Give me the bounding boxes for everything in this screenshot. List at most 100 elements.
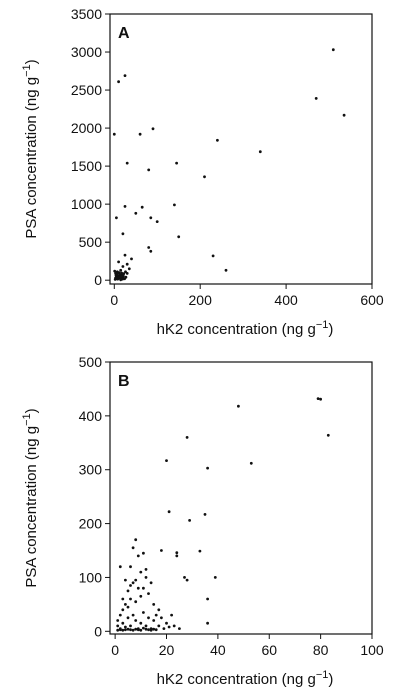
y-tick-label-a-2000: 2000 [71, 120, 102, 136]
data-point-b-58 [162, 627, 166, 630]
data-point-b-51 [144, 624, 148, 628]
xticks-a: 0 200 400 600 [110, 284, 384, 308]
data-point-b-28 [152, 603, 156, 606]
data-point-b-20 [134, 538, 138, 542]
data-point-a-51 [113, 269, 117, 273]
data-point-b-60 [167, 625, 171, 629]
data-point-b-86 [139, 570, 143, 574]
yticks-b: 0 100 200 300 400 500 [79, 354, 110, 639]
data-point-b-73 [139, 628, 143, 632]
data-point-b-87 [144, 568, 148, 571]
data-point-b-40 [116, 624, 120, 628]
data-point-b-80 [121, 597, 125, 601]
data-point-b-50 [142, 611, 145, 614]
y-tick-label-a-1000: 1000 [71, 196, 102, 212]
data-point-a-8 [151, 127, 155, 131]
data-point-b-10 [175, 551, 179, 555]
data-point-b-19 [160, 549, 163, 552]
x-tick-label-b-40: 40 [210, 642, 226, 658]
data-point-b-84 [118, 565, 122, 569]
data-point-a-18 [155, 220, 159, 224]
x-tick-label-a-600: 600 [360, 292, 384, 308]
y-tick-label-b-200: 200 [79, 516, 103, 532]
data-point-a-25 [147, 246, 151, 249]
data-point-b-59 [165, 621, 168, 625]
y-tick-label-a-500: 500 [79, 234, 103, 250]
data-point-a-12 [175, 161, 179, 165]
data-point-a-61 [114, 276, 117, 280]
data-point-b-15 [198, 549, 202, 553]
data-point-b-2 [237, 404, 240, 408]
data-point-b-56 [157, 624, 161, 628]
data-point-b-7 [165, 459, 168, 462]
data-point-b-74 [142, 626, 145, 630]
data-point-b-54 [152, 619, 156, 622]
data-point-b-33 [134, 600, 138, 604]
panel-label-a: A [118, 25, 130, 42]
data-point-b-42 [121, 621, 125, 625]
data-point-b-9 [188, 519, 192, 522]
data-point-b-18 [185, 578, 189, 582]
data-point-b-6 [249, 461, 253, 465]
y-tick-label-a-3000: 3000 [71, 44, 102, 60]
data-point-b-83 [134, 578, 138, 582]
data-point-a-33 [117, 260, 120, 264]
data-point-b-77 [149, 628, 153, 632]
data-point-a-13 [112, 132, 116, 136]
x-tick-label-b-80: 80 [313, 642, 329, 658]
data-point-b-17 [183, 576, 186, 579]
data-point-b-27 [149, 581, 153, 585]
data-point-b-43 [124, 625, 127, 629]
x-tick-label-b-100: 100 [360, 642, 384, 658]
data-point-a-7 [117, 80, 120, 84]
data-point-b-66 [121, 628, 125, 632]
data-point-b-47 [134, 619, 138, 622]
data-point-b-75 [144, 627, 148, 631]
data-point-b-31 [129, 597, 132, 601]
data-point-a-19 [173, 203, 176, 207]
data-point-b-81 [126, 605, 130, 609]
data-point-a-26 [149, 249, 153, 253]
data-point-b-55 [154, 613, 158, 617]
y-tick-label-a-0: 0 [94, 272, 102, 288]
data-point-b-13 [206, 621, 210, 625]
y-tick-label-a-2500: 2500 [71, 82, 102, 98]
data-point-b-62 [172, 624, 176, 628]
data-point-a-50 [121, 277, 124, 281]
data-point-b-30 [126, 589, 130, 593]
data-point-b-24 [142, 551, 145, 555]
data-point-b-29 [157, 608, 161, 612]
data-point-a-5 [203, 175, 206, 179]
data-point-b-65 [118, 628, 122, 632]
y-tick-label-b-0: 0 [94, 623, 102, 639]
data-point-b-34 [136, 586, 140, 590]
data-point-a-9 [138, 132, 142, 136]
data-point-b-11 [203, 513, 207, 516]
data-point-b-1 [319, 397, 322, 401]
data-point-a-59 [116, 271, 120, 274]
data-point-a-24 [115, 216, 118, 220]
plot-frame-a [109, 13, 373, 285]
data-point-b-35 [139, 594, 143, 598]
data-point-a-6 [123, 74, 127, 77]
data-point-a-45 [122, 272, 126, 276]
yticks-a: 0 500 1000 1500 2000 2500 3000 3500 [71, 6, 110, 288]
data-point-b-14 [213, 576, 217, 579]
data-point-b-37 [121, 608, 125, 612]
data-point-a-17 [149, 216, 153, 220]
data-point-b-22 [129, 565, 132, 569]
data-point-a-4 [216, 138, 219, 142]
x-tick-label-b-60: 60 [261, 642, 277, 658]
data-point-b-36 [124, 603, 127, 606]
data-point-b-57 [160, 616, 163, 620]
data-point-a-14 [123, 205, 127, 208]
data-point-a-62 [124, 275, 128, 279]
data-point-a-3 [258, 150, 262, 154]
data-point-b-32 [131, 581, 135, 585]
x-tick-label-b-20: 20 [159, 642, 175, 658]
data-point-b-78 [152, 627, 156, 631]
data-point-b-4 [185, 436, 189, 439]
y-tick-label-a-3500: 3500 [71, 6, 102, 22]
